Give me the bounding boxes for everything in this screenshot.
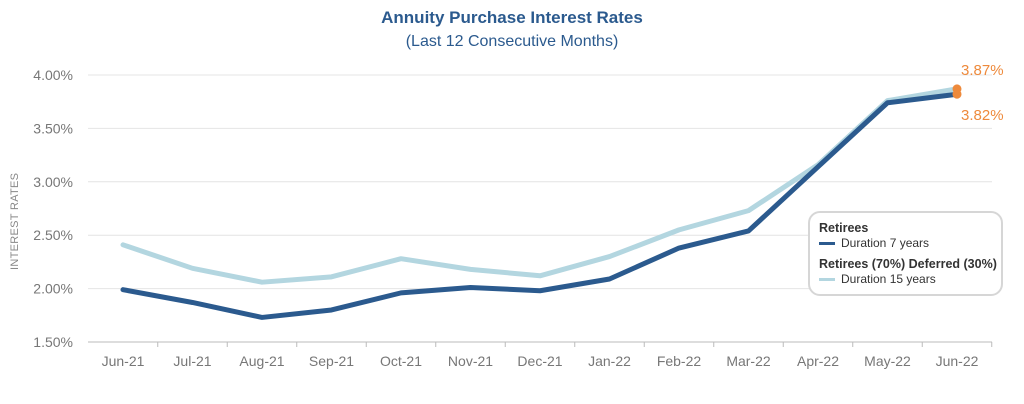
- series-line-duration-7-years: [120, 91, 960, 320]
- endpoint-markers: [952, 84, 962, 99]
- y-axis-ticks: 1.50% 2.00% 2.50% 3.00% 3.50% 4.00%: [33, 67, 73, 350]
- x-axis-ticks: Jun-21 Jul-21 Aug-21 Sep-21 Oct-21 Nov-21 Dec-…: [102, 342, 993, 369]
- x-tick-label: Jan-22: [588, 353, 631, 369]
- data-label: 3.87%: [961, 62, 1004, 79]
- y-tick-label: 2.00%: [33, 281, 73, 297]
- legend-item-duration-15: Duration 15 years: [819, 272, 1001, 287]
- y-tick-label: 3.50%: [33, 120, 73, 136]
- legend-item-duration-7: Duration 7 years: [819, 236, 1001, 251]
- x-tick-label: Dec-21: [517, 353, 562, 369]
- x-tick-label: Sep-21: [309, 353, 354, 369]
- legend-swatch-light-blue: [819, 278, 835, 281]
- endpoint-marker: [952, 89, 962, 99]
- y-tick-label: 4.00%: [33, 67, 73, 83]
- legend-group-deferred: Retirees (70%) Deferred (30%): [819, 257, 997, 271]
- x-tick-label: May-22: [864, 353, 911, 369]
- y-axis-label: INTEREST RATES: [9, 173, 21, 270]
- y-tick-label: 3.00%: [33, 174, 73, 190]
- y-tick-label: 1.50%: [33, 334, 73, 350]
- legend-swatch-dark-blue: [819, 242, 835, 245]
- x-tick-label: Jul-21: [173, 353, 211, 369]
- x-tick-label: Nov-21: [448, 353, 493, 369]
- x-tick-label: Mar-22: [726, 353, 771, 369]
- x-tick-label: Apr-22: [797, 353, 839, 369]
- chart-subtitle: (Last 12 Consecutive Months): [405, 33, 619, 50]
- x-tick-label: Oct-21: [380, 353, 422, 369]
- legend-label-duration-15: Duration 15 years: [841, 272, 936, 286]
- x-tick-label: Jun-21: [102, 353, 145, 369]
- legend-group-retirees: Retirees: [819, 221, 869, 235]
- data-labels: 3.87% 3.82%: [961, 62, 1004, 124]
- y-tick-label: 2.50%: [33, 227, 73, 243]
- series-lines: [120, 86, 960, 320]
- x-tick-label: Jun-22: [936, 353, 979, 369]
- gridlines: [88, 74, 992, 343]
- x-tick-label: Feb-22: [657, 353, 702, 369]
- x-tick-label: Aug-21: [239, 353, 284, 369]
- chart-legend: Retirees Duration 7 years Retirees (70%)…: [808, 211, 1003, 296]
- data-label: 3.82%: [961, 107, 1004, 124]
- legend-label-duration-7: Duration 7 years: [841, 236, 930, 250]
- chart-title: Annuity Purchase Interest Rates: [381, 8, 643, 27]
